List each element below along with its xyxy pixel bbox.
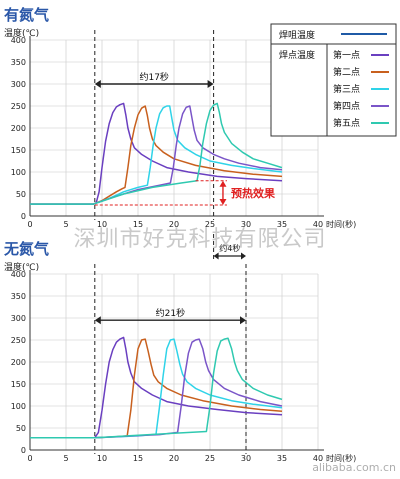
- preheat-arrow-head-down: [219, 199, 227, 205]
- preheat-label: 预热效果: [231, 186, 275, 200]
- x-tick-label: 40: [313, 220, 323, 229]
- x-axis-label: 时间(秒): [326, 453, 356, 463]
- legend-point-label: 第二点: [333, 66, 360, 78]
- series-line-p3: [30, 338, 283, 439]
- legend-point-label: 第五点: [333, 117, 360, 129]
- x-tick-label: 30: [241, 220, 251, 229]
- chart-title: 有氮气: [4, 6, 49, 24]
- x-tick-label: 30: [241, 454, 251, 463]
- x-axis-label: 时间(秒): [326, 219, 356, 229]
- gap-arrow-head-left: [213, 252, 219, 260]
- span-arrow-head-left: [94, 316, 101, 325]
- gap-label: 约4秒: [219, 243, 240, 253]
- span-arrow-head-right: [207, 80, 214, 88]
- chart-title: 无氮气: [3, 240, 49, 258]
- legend-point-label: 第四点: [333, 100, 360, 112]
- y-tick-label: 200: [11, 358, 26, 367]
- x-tick-label: 15: [133, 220, 143, 229]
- series-line-p5: [30, 337, 283, 439]
- legend-point-label: 第三点: [333, 83, 360, 95]
- x-tick-label: 25: [205, 454, 215, 463]
- y-tick-label: 250: [11, 336, 26, 345]
- y-tick-label: 50: [16, 190, 26, 199]
- legend-tip-label: 焊咀温度: [279, 29, 315, 41]
- legend-point-label: 第一点: [333, 49, 360, 61]
- watermark: 深圳市好克科技有限公司: [73, 227, 326, 252]
- legend-box: [270, 23, 397, 137]
- series-line-p5: [30, 102, 283, 205]
- y-tick-label: 200: [11, 124, 26, 133]
- y-tick-label: 0: [21, 212, 26, 221]
- span-arrow-head-left: [94, 80, 101, 88]
- series-line-p1: [30, 336, 283, 439]
- gap-arrow-head-right: [241, 252, 246, 260]
- y-tick-label: 50: [16, 424, 26, 433]
- x-tick-label: 0: [27, 454, 32, 463]
- legend-joint-label: 焊点温度: [279, 49, 315, 61]
- series-line-p3: [30, 105, 283, 205]
- x-tick-label: 5: [63, 454, 68, 463]
- x-tick-label: 25: [205, 220, 215, 229]
- series-line-p4: [30, 105, 283, 205]
- series-line-tip: [30, 284, 282, 304]
- y-tick-label: 400: [11, 36, 26, 45]
- series-line-p2: [30, 338, 283, 439]
- y-tick-label: 150: [11, 380, 26, 389]
- x-tick-label: 10: [97, 454, 107, 463]
- y-tick-label: 100: [11, 402, 26, 411]
- span-label: 约21秒: [156, 307, 185, 319]
- site-mark: alibaba.com.cn: [312, 461, 396, 474]
- series-line-tip: [30, 50, 282, 70]
- x-tick-label: 35: [277, 220, 287, 229]
- x-tick-label: 35: [277, 454, 287, 463]
- x-tick-label: 10: [97, 220, 107, 229]
- y-tick-label: 0: [21, 446, 26, 455]
- y-tick-label: 350: [11, 58, 26, 67]
- series-line-p4: [30, 338, 283, 439]
- y-tick-label: 150: [11, 146, 26, 155]
- series-line-p2: [30, 105, 283, 205]
- y-tick-label: 100: [11, 168, 26, 177]
- x-tick-label: 0: [27, 220, 32, 229]
- span-arrow-head-right: [240, 316, 246, 325]
- x-tick-label: 40: [313, 454, 323, 463]
- x-tick-label: 20: [169, 220, 179, 229]
- x-tick-label: 5: [63, 220, 68, 229]
- span-label: 约17秒: [139, 71, 168, 83]
- y-tick-label: 250: [11, 102, 26, 111]
- y-tick-label: 300: [11, 314, 26, 323]
- x-tick-label: 15: [133, 454, 143, 463]
- series-line-p1: [30, 102, 283, 205]
- preheat-arrow-head-up: [219, 180, 227, 187]
- y-tick-label: 350: [11, 292, 26, 301]
- x-tick-label: 20: [169, 454, 179, 463]
- y-tick-label: 400: [11, 270, 26, 279]
- y-tick-label: 300: [11, 80, 26, 89]
